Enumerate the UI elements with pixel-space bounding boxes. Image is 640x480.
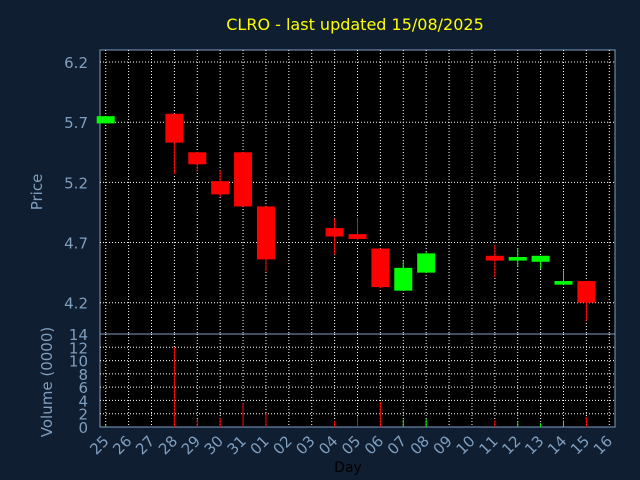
candle-body <box>256 206 275 260</box>
candle-body <box>96 116 115 124</box>
candle-body <box>485 255 504 261</box>
candle-body <box>165 113 184 143</box>
candle-07 <box>394 260 413 291</box>
candle-28 <box>165 113 184 174</box>
volume-tick-label: 12 <box>69 339 88 357</box>
volume-tick-label: 10 <box>69 353 88 371</box>
candle-05 <box>348 217 367 241</box>
candle-30 <box>211 170 230 197</box>
candle-25 <box>96 116 115 124</box>
price-tick-label: 6.2 <box>64 54 88 72</box>
volume-axis-label: Volume (0000) <box>38 327 56 437</box>
candle-14 <box>554 270 573 285</box>
price-tick-label: 5.7 <box>64 114 88 132</box>
volume-plot-area <box>99 333 616 428</box>
candle-11 <box>485 244 504 278</box>
candle-body <box>211 181 230 195</box>
price-tick-label: 5.2 <box>64 174 88 192</box>
volume-tick-label: 6 <box>78 379 88 397</box>
candle-01 <box>256 206 275 272</box>
volume-tick-label: 2 <box>78 406 88 424</box>
candle-body <box>348 234 367 239</box>
volume-tick-label: 0 <box>78 419 88 437</box>
candle-08 <box>417 252 436 273</box>
candle-body <box>577 281 596 303</box>
candle-body <box>234 152 253 207</box>
candle-29 <box>188 152 207 172</box>
x-axis-label: Day <box>334 460 362 476</box>
candle-body <box>371 248 390 288</box>
candlesticks <box>96 113 596 321</box>
candle-body <box>188 152 207 165</box>
candle-12 <box>508 248 527 267</box>
candle-body <box>508 256 527 261</box>
candle-04 <box>325 218 344 255</box>
volume-tick-label: 4 <box>78 392 88 410</box>
candle-body <box>531 255 550 262</box>
candle-body <box>417 253 436 273</box>
candle-15 <box>577 281 596 321</box>
price-axis-label: Price <box>28 174 46 211</box>
price-tick-label: 4.7 <box>64 235 88 253</box>
candle-06 <box>371 248 390 289</box>
volume-gridlines <box>100 334 615 427</box>
price-tick-label: 4.2 <box>64 295 88 313</box>
candle-body <box>554 281 573 285</box>
candle-31 <box>234 152 253 207</box>
candle-13 <box>531 255 550 270</box>
volume-tick-label: 14 <box>69 326 88 344</box>
candle-body <box>394 267 413 291</box>
volume-bars <box>105 347 587 427</box>
day-tick-labels: 2526272829303101020304050607080910111213… <box>86 432 616 458</box>
volume-tick-label: 8 <box>78 366 88 384</box>
candle-body <box>325 228 344 237</box>
price-tick-labels: 6.2 5.7 5.2 4.7 4.2 <box>64 54 88 313</box>
chart-title: CLRO - last updated 15/08/2025 <box>226 15 484 34</box>
